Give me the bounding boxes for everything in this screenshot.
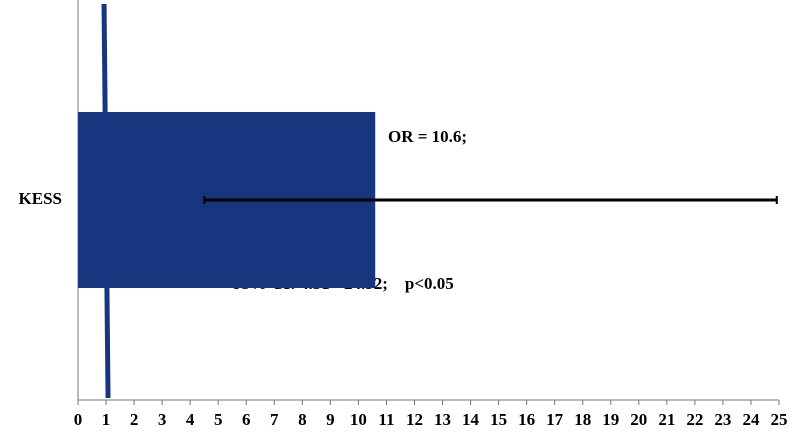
x-tick-label: 12 bbox=[406, 410, 423, 429]
x-tick-label: 16 bbox=[518, 410, 535, 429]
x-tick-label: 21 bbox=[658, 410, 675, 429]
x-tick-label: 13 bbox=[434, 410, 451, 429]
x-tick-label: 18 bbox=[574, 410, 591, 429]
x-tick-label: 25 bbox=[771, 410, 788, 429]
x-tick-label: 7 bbox=[270, 410, 279, 429]
x-tick-label: 5 bbox=[214, 410, 223, 429]
x-tick-label: 6 bbox=[242, 410, 251, 429]
x-tick-label: 20 bbox=[630, 410, 647, 429]
x-tick-label: 3 bbox=[158, 410, 167, 429]
x-tick-label: 19 bbox=[602, 410, 619, 429]
x-tick-label: 8 bbox=[298, 410, 307, 429]
y-tick-label: KESS bbox=[19, 189, 62, 208]
x-tick-label: 1 bbox=[102, 410, 111, 429]
reference-line bbox=[101, 3, 111, 399]
x-tick-label: 0 bbox=[74, 410, 83, 429]
x-tick-label: 22 bbox=[686, 410, 703, 429]
x-tick-label: 14 bbox=[462, 410, 480, 429]
x-tick-label: 2 bbox=[130, 410, 139, 429]
x-tick-label: 9 bbox=[326, 410, 335, 429]
x-tick-label: 4 bbox=[186, 410, 195, 429]
x-tick-label: 11 bbox=[378, 410, 394, 429]
annotation: OR = 10.6; bbox=[388, 127, 467, 146]
x-tick-label: 24 bbox=[742, 410, 760, 429]
x-tick-label: 23 bbox=[714, 410, 731, 429]
x-tick-label: 10 bbox=[350, 410, 367, 429]
x-tick-label: 15 bbox=[490, 410, 507, 429]
x-tick-label: 17 bbox=[546, 410, 564, 429]
